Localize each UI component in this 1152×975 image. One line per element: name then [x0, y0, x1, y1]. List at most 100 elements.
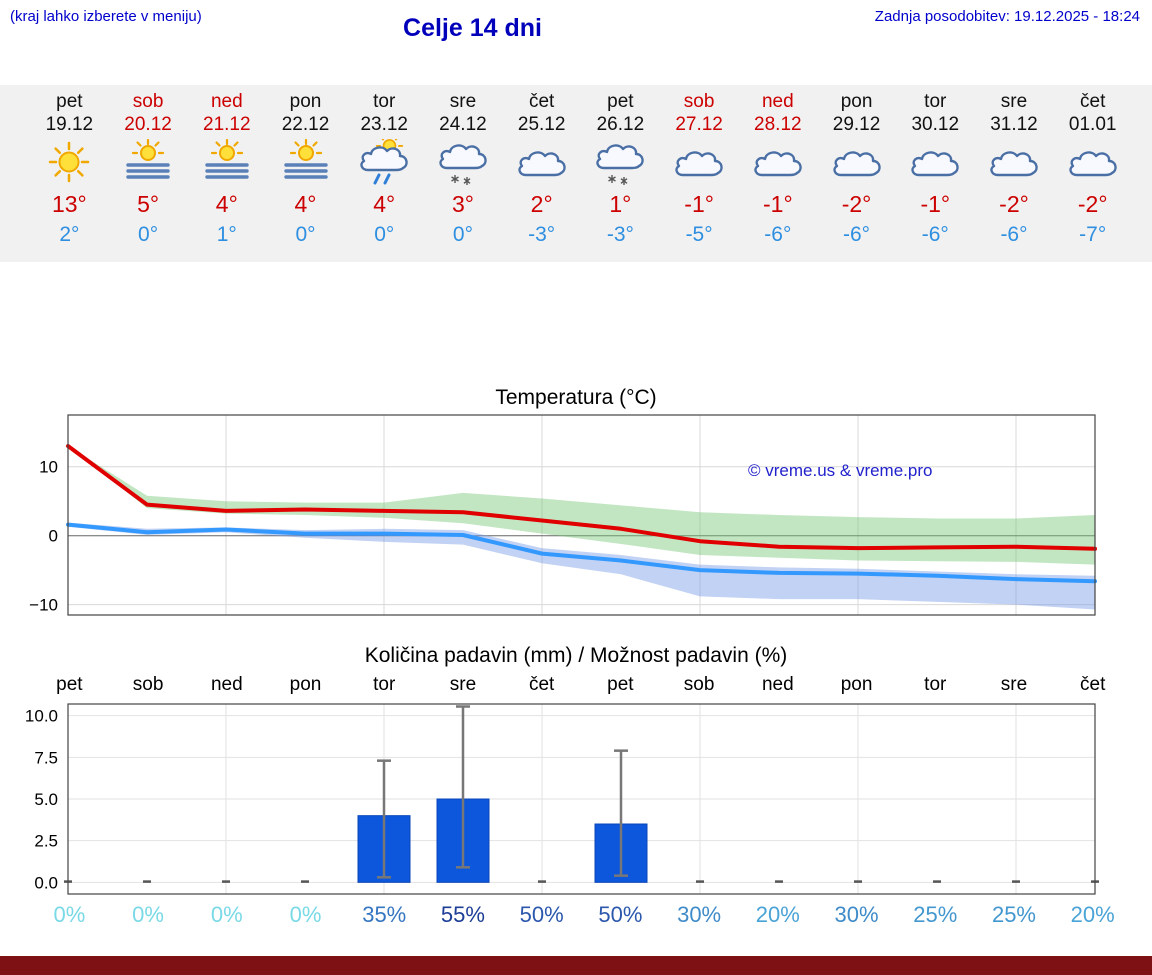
temp-min: -7° — [1079, 223, 1107, 246]
forecast-day[interactable]: pon 22.12 4° 0° — [266, 85, 345, 262]
temp-max: 4° — [294, 191, 317, 217]
forecast-day[interactable]: pet 19.12 13° 2° — [30, 85, 109, 262]
temp-min: 0° — [138, 223, 159, 246]
precip-zero-tick — [775, 880, 783, 883]
day-name: čet — [1080, 91, 1106, 112]
precip-zero-tick — [301, 880, 309, 883]
day-name: pet — [607, 91, 634, 112]
max-range-band — [68, 446, 1095, 565]
cloud-icon — [738, 139, 817, 189]
temp-max: -2° — [999, 191, 1029, 217]
precip-day-label: sre — [449, 674, 477, 695]
menu-hint: (kraj lahko izberete v meniju) — [10, 8, 202, 25]
temp-min: 0° — [452, 223, 473, 246]
precip-day-label: sob — [683, 674, 715, 695]
precip-day-label: tor — [373, 674, 396, 695]
cloud-icon — [660, 139, 739, 189]
forecast-day[interactable]: tor 23.12 4° 0° — [345, 85, 424, 262]
precip-day-label: ned — [210, 674, 243, 695]
temp-max: 3° — [451, 191, 474, 217]
temp-max: 13° — [51, 191, 87, 217]
temp-min: -6° — [1000, 223, 1028, 246]
day-name: sre — [449, 91, 477, 112]
day-name: ned — [210, 91, 243, 112]
day-name: sob — [132, 91, 164, 112]
precip-probability: 20% — [755, 902, 800, 927]
temp-max: -1° — [763, 191, 793, 217]
precip-day-label: čet — [528, 674, 555, 695]
temp-max: 1° — [609, 191, 632, 217]
precip-zero-tick — [1012, 880, 1020, 883]
precip-ytick: 5.0 — [34, 790, 58, 809]
precip-day-label: sob — [132, 674, 164, 695]
cloud-icon — [817, 139, 896, 189]
day-name: tor — [373, 91, 396, 112]
min-range-band — [68, 522, 1095, 610]
cloud-snow-icon — [424, 139, 503, 189]
precip-probability: 30% — [834, 902, 879, 927]
precip-probability: 50% — [519, 902, 564, 927]
watermark-link[interactable]: © vreme.us & vreme.pro — [748, 461, 932, 480]
precip-day-label: čet — [1080, 674, 1106, 695]
precip-ytick: 0.0 — [34, 873, 58, 892]
temp-max: 2° — [530, 191, 553, 217]
day-date: 21.12 — [203, 114, 251, 135]
sun-cloud-rain-icon — [345, 139, 424, 189]
temp-min: 0° — [374, 223, 395, 246]
precip-zero-tick — [143, 880, 151, 883]
sun-fog-icon — [109, 139, 188, 189]
precipitation-chart: 0.0 2.5 5.0 7.5 10.0 — [25, 703, 1099, 895]
day-date: 19.12 — [45, 114, 94, 135]
precip-probability: 20% — [1070, 902, 1115, 927]
precip-day-label: sre — [1000, 674, 1028, 695]
cloud-icon — [896, 139, 975, 189]
temp-max: -2° — [1077, 191, 1108, 217]
precip-zero-tick — [222, 880, 230, 883]
temp-ytick: −10 — [29, 596, 58, 615]
temp-min: 0° — [295, 223, 316, 246]
max-temp-line — [66, 444, 1097, 551]
precip-day-label: tor — [924, 674, 947, 695]
forecast-day[interactable]: pon 29.12 -2° -6° — [817, 85, 896, 262]
forecast-day[interactable]: čet 25.12 2° -3° — [502, 85, 581, 262]
temp-max: -1° — [920, 191, 951, 217]
precip-zero-tick — [933, 880, 941, 883]
temperature-chart: −10 0 10 © vreme.us & vreme.pro — [29, 414, 1097, 616]
forecast-day[interactable]: čet 01.01 -2° -7° — [1053, 85, 1132, 262]
day-name: ned — [761, 91, 794, 112]
forecast-day[interactable]: sob 20.12 5° 0° — [109, 85, 188, 262]
day-name: pet — [56, 91, 83, 112]
temp-max: 4° — [215, 191, 238, 217]
forecast-day[interactable]: pet 26.12 1° -3° — [581, 85, 660, 262]
forecast-day[interactable]: sre 24.12 3° 0° — [424, 85, 503, 262]
temp-min: -6° — [921, 223, 949, 246]
day-name: tor — [924, 91, 947, 112]
precip-day-label: ned — [761, 674, 794, 695]
precip-ytick: 7.5 — [34, 748, 58, 767]
cloud-icon — [975, 139, 1054, 189]
forecast-day[interactable]: sob 27.12 -1° -5° — [660, 85, 739, 262]
precip-probability: 0% — [210, 902, 243, 927]
temp-min: -6° — [843, 223, 871, 246]
day-name: pon — [840, 91, 873, 112]
temp-max: -1° — [684, 191, 714, 217]
temp-max: 5° — [137, 191, 160, 217]
temp-min: -3° — [606, 223, 634, 246]
forecast-day[interactable]: ned 28.12 -1° -6° — [738, 85, 817, 262]
forecast-day[interactable]: sre 31.12 -2° -6° — [975, 85, 1054, 262]
temp-max: -2° — [841, 191, 872, 217]
day-date: 28.12 — [754, 114, 802, 135]
precip-probability: 0% — [132, 902, 164, 927]
forecast-day[interactable]: ned 21.12 4° 1° — [187, 85, 266, 262]
temp-min: -3° — [528, 223, 556, 246]
precip-probability: 0% — [53, 902, 86, 927]
temp-min: 1° — [216, 223, 237, 246]
precip-probability: 0% — [289, 902, 322, 927]
day-name: pon — [289, 91, 322, 112]
day-name: sre — [1000, 91, 1028, 112]
precip-day-label: pon — [840, 674, 873, 695]
day-date: 01.01 — [1068, 114, 1117, 135]
forecast-day[interactable]: tor 30.12 -1° -6° — [896, 85, 975, 262]
precip-probability: 30% — [677, 902, 722, 927]
precip-day-label: pet — [56, 674, 83, 695]
